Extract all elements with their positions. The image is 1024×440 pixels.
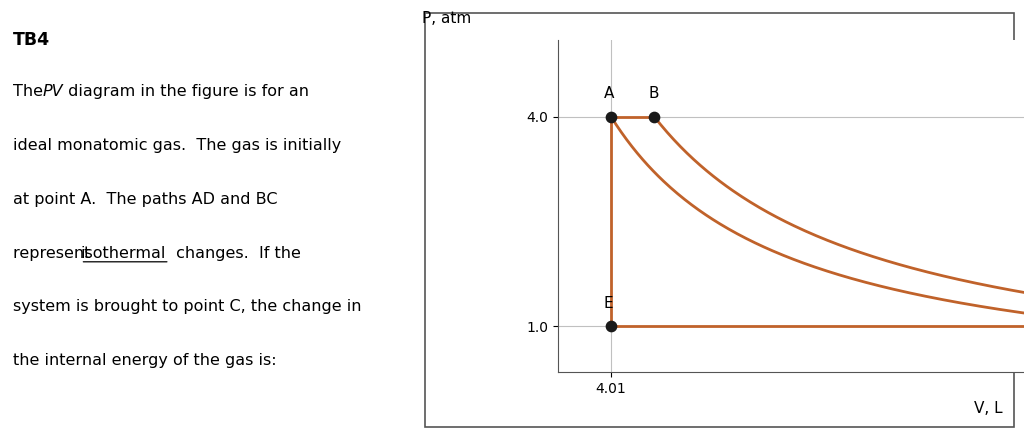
Text: E: E	[604, 296, 613, 311]
Text: The: The	[13, 84, 48, 99]
Text: B: B	[649, 86, 659, 101]
Text: PV: PV	[43, 84, 63, 99]
Text: ideal monatomic gas.  The gas is initially: ideal monatomic gas. The gas is initiall…	[13, 138, 341, 153]
Point	[603, 323, 620, 330]
Text: A: A	[603, 86, 614, 101]
X-axis label: V, L: V, L	[974, 401, 1002, 416]
Text: changes.  If the: changes. If the	[171, 246, 301, 260]
Point	[646, 113, 663, 120]
Point	[603, 113, 620, 120]
Text: system is brought to point C, the change in: system is brought to point C, the change…	[13, 299, 361, 314]
Y-axis label: P, atm: P, atm	[422, 11, 471, 26]
Text: represent: represent	[13, 246, 95, 260]
Text: the internal energy of the gas is:: the internal energy of the gas is:	[13, 353, 276, 368]
Text: at point A.  The paths AD and BC: at point A. The paths AD and BC	[13, 192, 278, 207]
Text: TB4: TB4	[13, 31, 50, 49]
Text: diagram in the figure is for an: diagram in the figure is for an	[63, 84, 309, 99]
Text: isothermal: isothermal	[81, 246, 166, 260]
